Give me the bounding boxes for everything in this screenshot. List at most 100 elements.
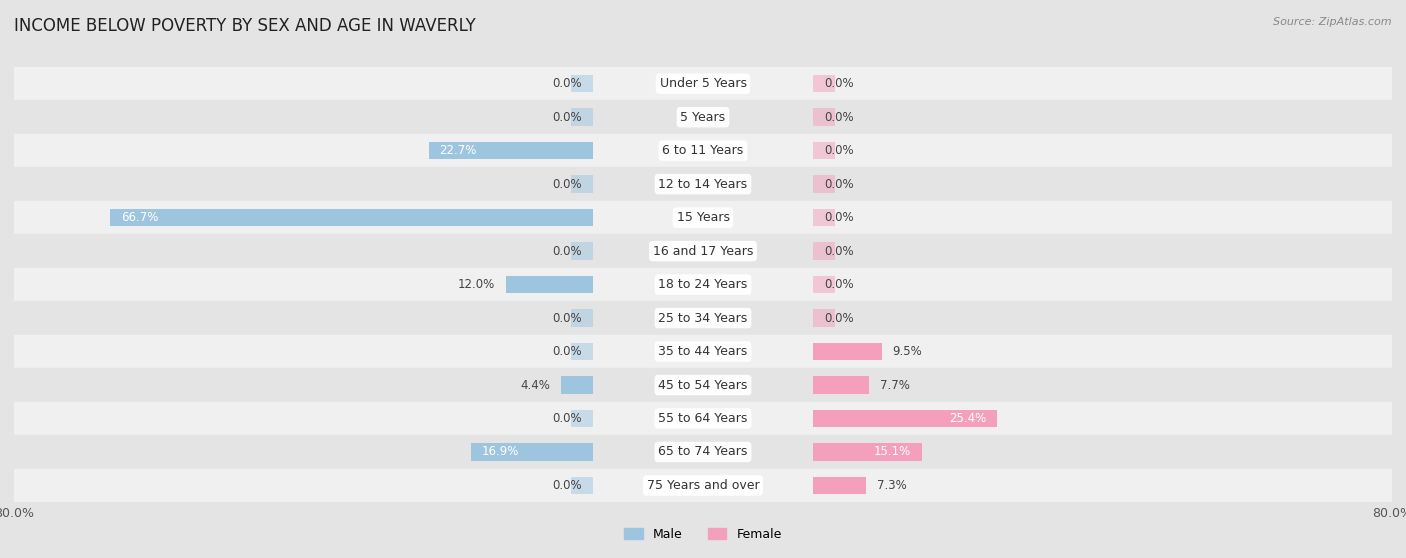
Bar bbox=[14, 335, 593, 368]
Text: 0.0%: 0.0% bbox=[553, 177, 582, 191]
Text: 0.0%: 0.0% bbox=[553, 244, 582, 258]
Bar bbox=[14, 167, 593, 201]
Bar bbox=[813, 100, 1392, 134]
Bar bbox=[813, 402, 1392, 435]
Text: 0.0%: 0.0% bbox=[553, 110, 582, 124]
Bar bbox=[593, 100, 813, 134]
Bar bbox=[571, 75, 593, 93]
Text: 6 to 11 Years: 6 to 11 Years bbox=[662, 144, 744, 157]
Bar bbox=[813, 67, 1392, 100]
Bar bbox=[813, 301, 1392, 335]
Bar bbox=[571, 108, 593, 126]
Text: 0.0%: 0.0% bbox=[824, 177, 853, 191]
Text: 25 to 34 Years: 25 to 34 Years bbox=[658, 311, 748, 325]
Bar bbox=[14, 368, 593, 402]
Text: 12 to 14 Years: 12 to 14 Years bbox=[658, 177, 748, 191]
Bar bbox=[593, 435, 813, 469]
Text: 0.0%: 0.0% bbox=[824, 144, 853, 157]
Bar bbox=[813, 335, 1392, 368]
Text: 7.7%: 7.7% bbox=[880, 378, 910, 392]
Bar bbox=[813, 167, 1392, 201]
Text: 18 to 24 Years: 18 to 24 Years bbox=[658, 278, 748, 291]
Bar bbox=[813, 142, 835, 160]
Text: 75 Years and over: 75 Years and over bbox=[647, 479, 759, 492]
Text: 22.7%: 22.7% bbox=[440, 144, 477, 157]
Bar bbox=[593, 201, 813, 234]
Bar bbox=[813, 343, 882, 360]
Text: 0.0%: 0.0% bbox=[824, 244, 853, 258]
Bar bbox=[571, 477, 593, 494]
Text: 7.3%: 7.3% bbox=[877, 479, 907, 492]
Text: 4.4%: 4.4% bbox=[520, 378, 550, 392]
Text: 5 Years: 5 Years bbox=[681, 110, 725, 124]
Legend: Male, Female: Male, Female bbox=[619, 523, 787, 546]
Bar bbox=[593, 301, 813, 335]
Bar bbox=[14, 301, 593, 335]
Bar bbox=[571, 242, 593, 260]
Bar bbox=[813, 276, 835, 294]
Text: 15.1%: 15.1% bbox=[875, 445, 911, 459]
Bar bbox=[813, 75, 835, 93]
Bar bbox=[593, 234, 813, 268]
Bar bbox=[571, 410, 593, 427]
Bar bbox=[506, 276, 593, 294]
Bar bbox=[14, 67, 593, 100]
Text: 16 and 17 Years: 16 and 17 Years bbox=[652, 244, 754, 258]
Text: Source: ZipAtlas.com: Source: ZipAtlas.com bbox=[1274, 17, 1392, 27]
Text: 45 to 54 Years: 45 to 54 Years bbox=[658, 378, 748, 392]
Bar bbox=[813, 368, 1392, 402]
Bar bbox=[14, 234, 593, 268]
Bar bbox=[593, 402, 813, 435]
Bar bbox=[571, 175, 593, 193]
Text: 0.0%: 0.0% bbox=[553, 311, 582, 325]
Bar bbox=[813, 309, 835, 327]
Bar bbox=[14, 402, 593, 435]
Text: 0.0%: 0.0% bbox=[553, 479, 582, 492]
Bar bbox=[593, 67, 813, 100]
Text: 25.4%: 25.4% bbox=[949, 412, 986, 425]
Text: 0.0%: 0.0% bbox=[824, 278, 853, 291]
Bar bbox=[14, 201, 593, 234]
Bar bbox=[429, 142, 593, 160]
Text: 66.7%: 66.7% bbox=[121, 211, 159, 224]
Bar bbox=[813, 201, 1392, 234]
Bar bbox=[813, 435, 1392, 469]
Bar bbox=[593, 335, 813, 368]
Text: 0.0%: 0.0% bbox=[824, 311, 853, 325]
Bar bbox=[14, 100, 593, 134]
Text: 16.9%: 16.9% bbox=[482, 445, 519, 459]
Bar bbox=[471, 443, 593, 461]
Text: 65 to 74 Years: 65 to 74 Years bbox=[658, 445, 748, 459]
Bar bbox=[593, 368, 813, 402]
Text: Under 5 Years: Under 5 Years bbox=[659, 77, 747, 90]
Text: INCOME BELOW POVERTY BY SEX AND AGE IN WAVERLY: INCOME BELOW POVERTY BY SEX AND AGE IN W… bbox=[14, 17, 475, 35]
Bar bbox=[593, 167, 813, 201]
Text: 9.5%: 9.5% bbox=[893, 345, 922, 358]
Text: 0.0%: 0.0% bbox=[824, 211, 853, 224]
Bar bbox=[14, 268, 593, 301]
Bar bbox=[571, 343, 593, 360]
Text: 35 to 44 Years: 35 to 44 Years bbox=[658, 345, 748, 358]
Bar bbox=[561, 376, 593, 394]
Bar bbox=[813, 242, 835, 260]
Bar bbox=[571, 309, 593, 327]
Text: 55 to 64 Years: 55 to 64 Years bbox=[658, 412, 748, 425]
Bar bbox=[813, 477, 866, 494]
Bar bbox=[813, 134, 1392, 167]
Bar bbox=[593, 469, 813, 502]
Text: 0.0%: 0.0% bbox=[553, 345, 582, 358]
Bar bbox=[813, 175, 835, 193]
Text: 0.0%: 0.0% bbox=[824, 110, 853, 124]
Bar bbox=[813, 209, 835, 227]
Text: 12.0%: 12.0% bbox=[458, 278, 495, 291]
Text: 0.0%: 0.0% bbox=[553, 412, 582, 425]
Bar bbox=[14, 134, 593, 167]
Bar bbox=[813, 443, 922, 461]
Text: 15 Years: 15 Years bbox=[676, 211, 730, 224]
Bar bbox=[593, 134, 813, 167]
Bar bbox=[813, 268, 1392, 301]
Bar bbox=[813, 376, 869, 394]
Bar bbox=[813, 410, 997, 427]
Bar bbox=[593, 268, 813, 301]
Bar bbox=[813, 234, 1392, 268]
